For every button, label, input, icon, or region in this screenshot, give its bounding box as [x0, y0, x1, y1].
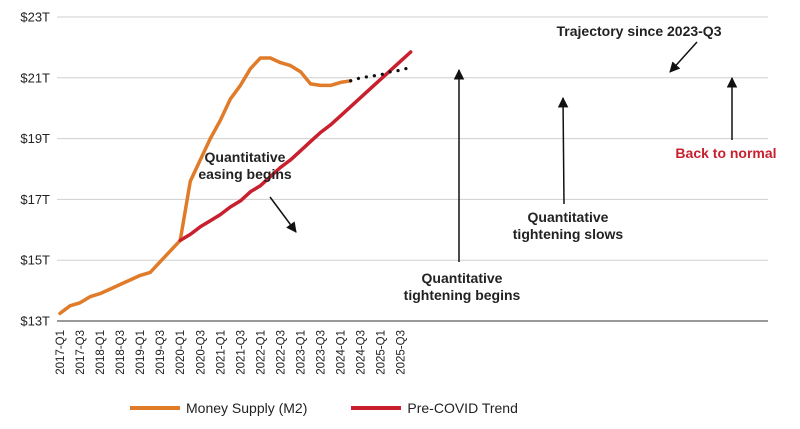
- x-tick-label: 2017-Q1: [55, 330, 67, 375]
- series-line-m2: [58, 56, 353, 316]
- y-tick-label: $19T: [20, 131, 50, 146]
- legend-item-m2: Money Supply (M2): [130, 400, 307, 416]
- y-tick-label: $17T: [20, 192, 50, 207]
- annotation-arrow: [669, 41, 698, 73]
- x-tick-label: 2021-Q3: [235, 330, 247, 375]
- legend: Money Supply (M2) Pre-COVID Trend: [130, 400, 518, 416]
- x-tick-label: 2024-Q1: [336, 330, 348, 375]
- axes: $13T $15T $17T $19T $21T $23T 2017-Q1 2017-Q3 20…: [20, 10, 768, 375]
- annotation-text: Quantitative: [528, 209, 609, 225]
- series-line-trend: [178, 50, 413, 243]
- legend-label-m2: Money Supply (M2): [186, 400, 308, 416]
- annotation-text: tightening slows: [513, 226, 624, 242]
- annotation-arrow: [557, 96, 569, 205]
- x-tick-label: 2018-Q3: [115, 330, 127, 375]
- y-tick-label: $13T: [20, 314, 50, 329]
- x-tick-label: 2020-Q3: [195, 330, 207, 375]
- x-tick-label: 2018-Q1: [95, 330, 107, 375]
- x-tick-label: 2021-Q1: [215, 330, 227, 375]
- x-tick-label: 2023-Q3: [316, 330, 328, 375]
- y-tick-label: $15T: [20, 253, 50, 268]
- x-tick-label: 2025-Q3: [396, 330, 408, 375]
- legend-label-trend: Pre-COVID Trend: [407, 400, 518, 416]
- x-tick-label: 2022-Q1: [255, 330, 267, 375]
- x-tick-label: 2025-Q1: [376, 330, 388, 375]
- y-tick-label: $21T: [20, 70, 50, 85]
- x-tick-label: 2017-Q3: [75, 330, 87, 375]
- y-tick-label: $23T: [20, 10, 50, 25]
- series-lines: [58, 50, 413, 316]
- x-tick-label: 2023-Q1: [295, 330, 307, 375]
- gridlines: [57, 16, 768, 322]
- legend-item-trend: Pre-COVID Trend: [351, 400, 518, 416]
- annotation-text: tightening begins: [404, 287, 521, 303]
- x-tick-label: 2019-Q1: [135, 330, 147, 375]
- x-tick-label: 2024-Q3: [356, 330, 368, 375]
- annotation-text: Quantitative: [422, 270, 503, 286]
- legend-swatch-m2: [130, 406, 180, 410]
- annotation-text: Back to normal: [675, 145, 776, 161]
- annotation-arrow: [269, 196, 297, 233]
- legend-swatch-trend: [351, 406, 402, 410]
- annotation-text: easing begins: [198, 166, 292, 182]
- annotation-text: Quantitative: [205, 149, 286, 165]
- annotation-text: Trajectory since 2023-Q3: [557, 23, 722, 39]
- x-tick-label: 2022-Q3: [275, 330, 287, 375]
- x-tick-label: 2019-Q3: [155, 330, 167, 375]
- x-tick-label: 2020-Q1: [175, 330, 187, 375]
